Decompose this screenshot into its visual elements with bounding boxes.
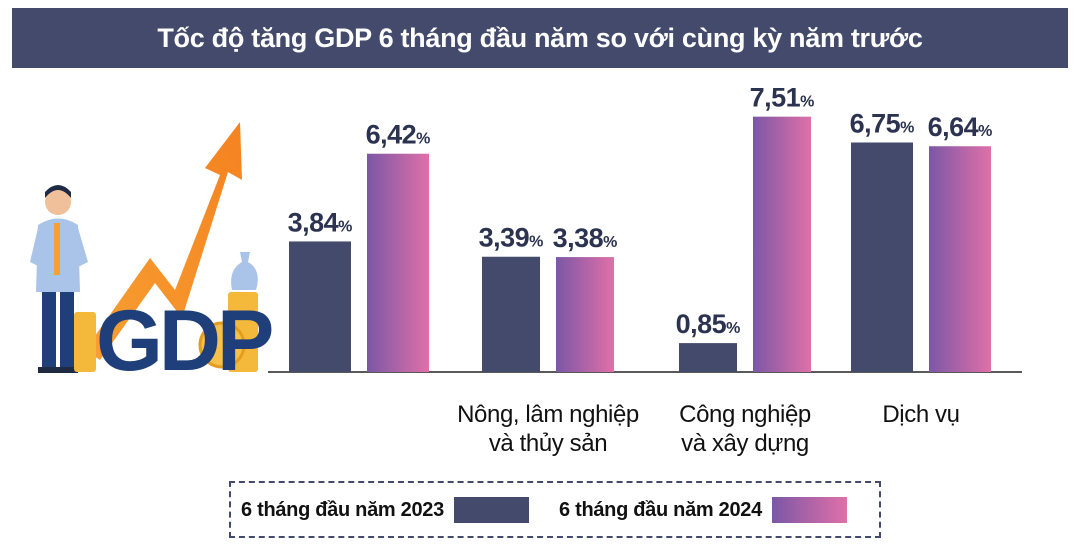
legend-label: 6 tháng đầu năm 2024 (559, 498, 762, 521)
bar-2023-3 (851, 142, 913, 372)
category-label: Dịch vụ (811, 400, 1031, 429)
legend-swatch (453, 497, 529, 523)
bar-2024-2 (753, 116, 811, 372)
coin-stack-icon (74, 292, 258, 372)
category-label-line: Dịch vụ (882, 401, 960, 428)
category-label: Công nghiệp và xây dựng (635, 400, 855, 458)
category-label-line: Công nghiệp (679, 401, 811, 428)
data-label: 6,75% (850, 109, 915, 139)
data-label: 3,84% (288, 207, 353, 237)
category-label: Nông, lâm nghiệp và thủy sản (438, 400, 658, 458)
bar-2024-1 (556, 257, 614, 372)
chart-title: Tốc độ tăng GDP 6 tháng đầu năm so với c… (12, 8, 1068, 68)
bar-2023-2 (679, 343, 737, 372)
data-label: 6,64% (928, 112, 993, 142)
businessman-icon (30, 185, 88, 373)
legend: 6 tháng đầu năm 2023 6 tháng đầu năm 202… (229, 481, 881, 538)
category-label-line: và xây dựng (681, 430, 809, 457)
data-label: 0,85% (676, 309, 741, 339)
category-label-line: Nông, lâm nghiệp (457, 401, 639, 428)
legend-item-2023: 6 tháng đầu năm 2023 (241, 497, 529, 523)
bar-2023-0 (289, 241, 351, 372)
data-label: 6,42% (366, 120, 431, 150)
data-label: 3,39% (479, 223, 544, 253)
trend-arrow-icon (85, 122, 242, 360)
gdp-logo: GDP (96, 293, 272, 389)
legend-swatch (771, 497, 847, 523)
legend-label: 6 tháng đầu năm 2023 (241, 498, 444, 521)
data-label: 3,38% (553, 223, 618, 253)
bar-2023-1 (482, 256, 540, 372)
money-bag-icon (231, 252, 258, 290)
category-label-line: và thủy sản (488, 430, 608, 457)
bar-2024-3 (929, 146, 991, 372)
legend-item-2024: 6 tháng đầu năm 2024 (559, 497, 847, 523)
bar-2024-0 (367, 153, 429, 372)
data-label: 7,51% (750, 83, 815, 113)
